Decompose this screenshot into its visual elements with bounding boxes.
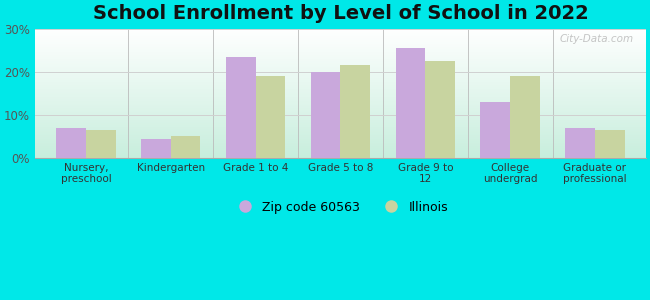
Bar	[141, 139, 171, 158]
Text: City-Data.com: City-Data.com	[560, 34, 634, 44]
Bar	[396, 48, 425, 158]
Bar	[595, 130, 625, 158]
Bar	[226, 57, 255, 158]
Bar	[255, 76, 285, 158]
Bar	[171, 136, 200, 158]
Bar	[566, 128, 595, 158]
Bar	[57, 128, 86, 158]
Bar	[341, 65, 370, 158]
Bar	[311, 72, 341, 158]
Bar	[86, 130, 116, 158]
Legend: Zip code 60563, Illinois: Zip code 60563, Illinois	[227, 196, 454, 219]
Bar	[480, 102, 510, 158]
Bar	[510, 76, 540, 158]
Bar	[425, 61, 455, 158]
Title: School Enrollment by Level of School in 2022: School Enrollment by Level of School in …	[92, 4, 588, 23]
